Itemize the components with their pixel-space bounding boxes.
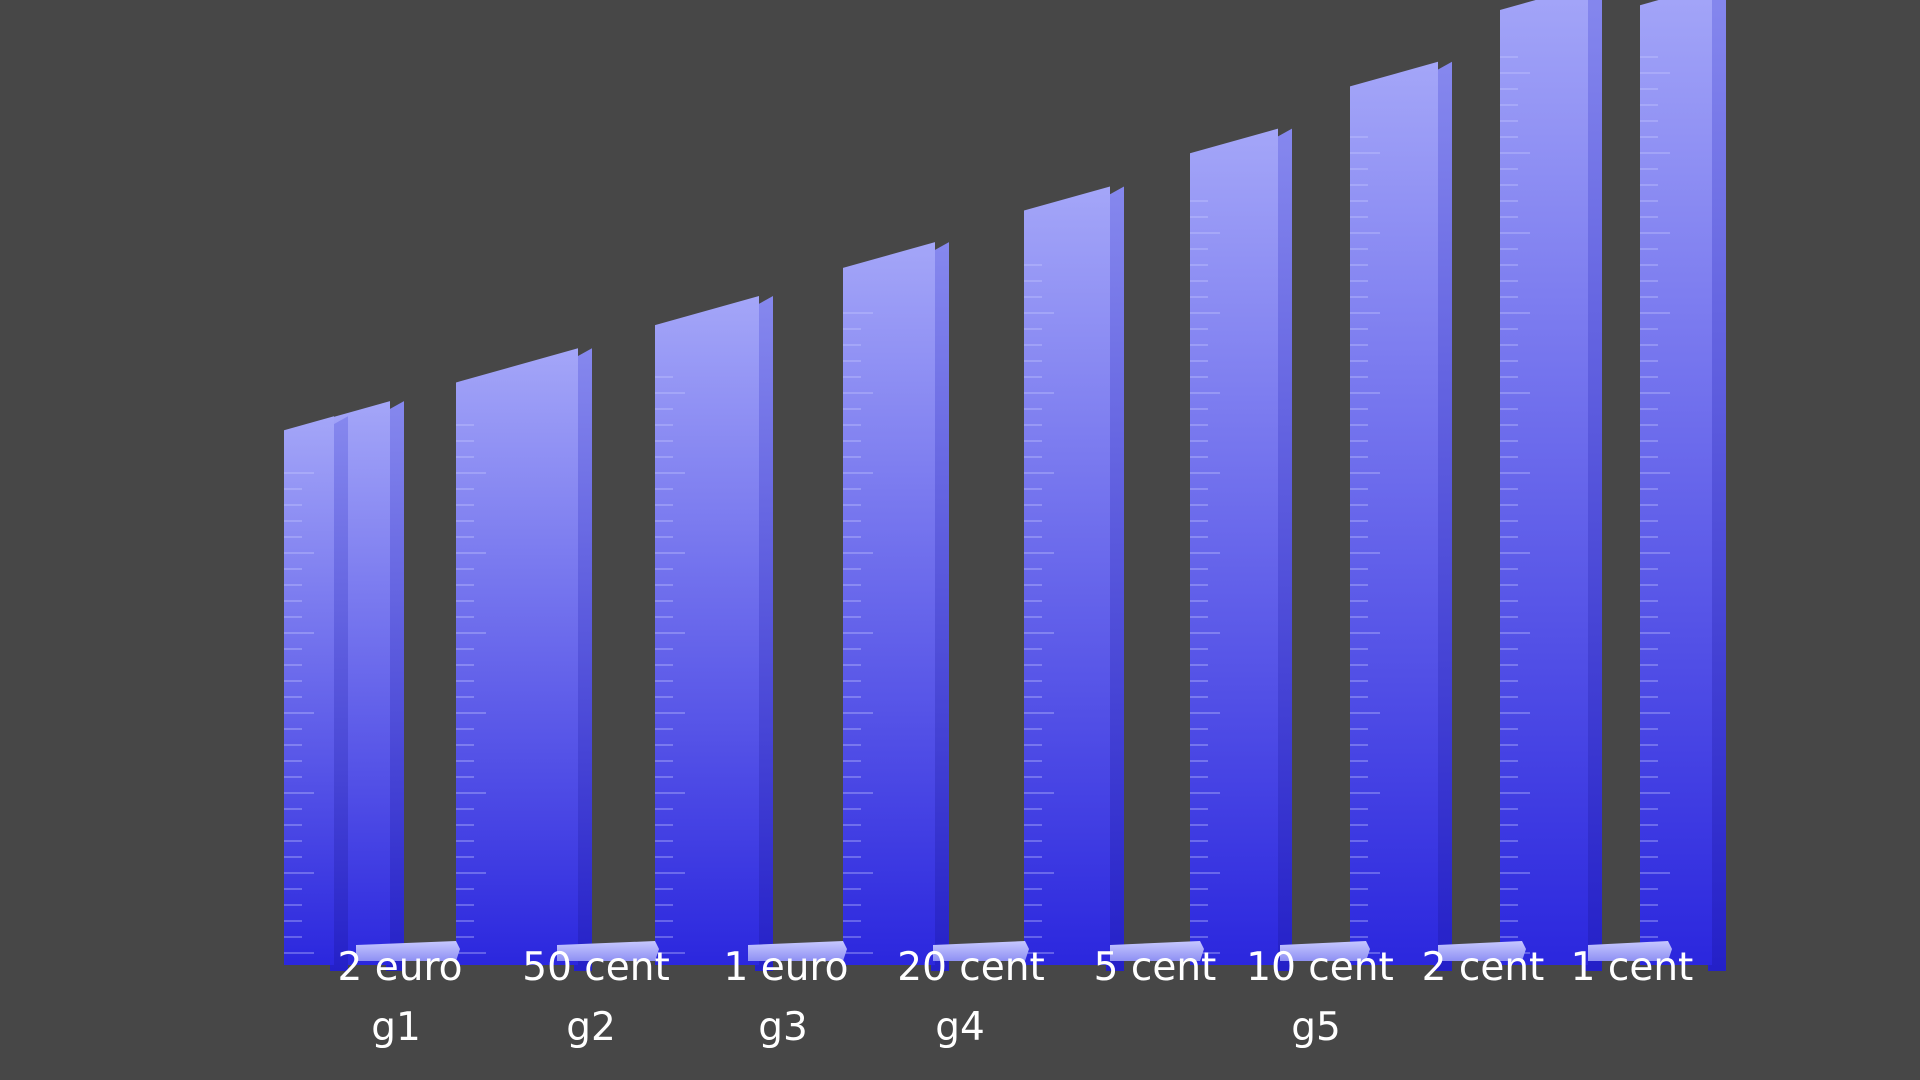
group-label-g1: g1 bbox=[371, 1005, 421, 1050]
category-label-8: 1 cent bbox=[1571, 945, 1694, 990]
group-label-g4: g4 bbox=[935, 1005, 985, 1050]
bar-5 bbox=[1024, 186, 1124, 972]
coin-plate-8 bbox=[1588, 941, 1672, 961]
bar-100-coin-ticks bbox=[284, 472, 314, 954]
coin-plate-2 bbox=[557, 941, 659, 961]
bar-3 bbox=[655, 296, 773, 971]
category-label-2: 50 cent bbox=[522, 945, 669, 990]
category-labels: 2 euro 50 cent 1 euro 20 cent 5 cent 10 … bbox=[338, 945, 1694, 990]
bar-6-side bbox=[1274, 128, 1292, 972]
bar-3-face bbox=[655, 296, 759, 965]
bar-8-coin-ticks bbox=[1500, 56, 1530, 954]
category-label-6: 10 cent bbox=[1246, 945, 1393, 990]
bar-4-face bbox=[843, 242, 935, 966]
bar-8-side bbox=[1584, 0, 1602, 971]
bar-9-face bbox=[1640, 0, 1712, 965]
bar-5-face bbox=[1024, 186, 1110, 966]
bar-100 bbox=[284, 416, 348, 971]
bar-6-face bbox=[1190, 128, 1278, 966]
group-label-g2: g2 bbox=[566, 1005, 616, 1050]
bar-3-coin-ticks bbox=[655, 376, 685, 954]
bar-6 bbox=[1190, 128, 1292, 972]
group-label-g5: g5 bbox=[1291, 1005, 1341, 1050]
bar-7-coin-ticks bbox=[1350, 136, 1380, 954]
category-label-3: 1 euro bbox=[724, 945, 849, 990]
coin-plate-3 bbox=[748, 941, 847, 961]
bar-6-coin-ticks bbox=[1190, 200, 1220, 954]
bar-4 bbox=[843, 242, 949, 972]
bar-2-face bbox=[456, 348, 578, 965]
bar-7-face bbox=[1350, 61, 1438, 965]
bar-2-side bbox=[574, 348, 592, 971]
bar-100-face bbox=[284, 416, 334, 965]
bar-7-side bbox=[1434, 61, 1452, 971]
coin-plate-1 bbox=[356, 941, 460, 961]
bar-2-coin-ticks bbox=[456, 424, 486, 954]
bar-9 bbox=[1640, 0, 1726, 971]
bar-9-side bbox=[1708, 0, 1726, 971]
group-labels: g1 g2 g3 g4 g5 bbox=[371, 1005, 1341, 1050]
bar-5-coin-ticks bbox=[1024, 264, 1054, 954]
bar-1-side bbox=[386, 401, 404, 972]
coin-plate-7 bbox=[1438, 941, 1526, 961]
bar-2 bbox=[456, 348, 592, 971]
bar-4-side bbox=[931, 242, 949, 972]
group-label-g3: g3 bbox=[758, 1005, 808, 1050]
bar-8 bbox=[1500, 0, 1602, 971]
category-label-5: 5 cent bbox=[1094, 945, 1217, 990]
coin-plate-4 bbox=[933, 941, 1029, 961]
bar-100-side bbox=[330, 416, 348, 971]
bar-3-side bbox=[755, 296, 773, 971]
bar-4-coin-ticks bbox=[843, 312, 873, 954]
bar-7 bbox=[1350, 61, 1452, 971]
bar-9-coin-ticks bbox=[1640, 56, 1670, 954]
category-label-7: 2 cent bbox=[1422, 945, 1545, 990]
bar-8-face bbox=[1500, 0, 1588, 965]
coin-plates-layer bbox=[356, 941, 1672, 961]
coin-plate-5 bbox=[1110, 941, 1204, 961]
category-label-1: 2 euro bbox=[338, 945, 463, 990]
coin-plate-6 bbox=[1280, 941, 1370, 961]
bars-layer bbox=[284, 0, 1726, 972]
category-label-4: 20 cent bbox=[897, 945, 1044, 990]
bar-5-side bbox=[1106, 186, 1124, 972]
